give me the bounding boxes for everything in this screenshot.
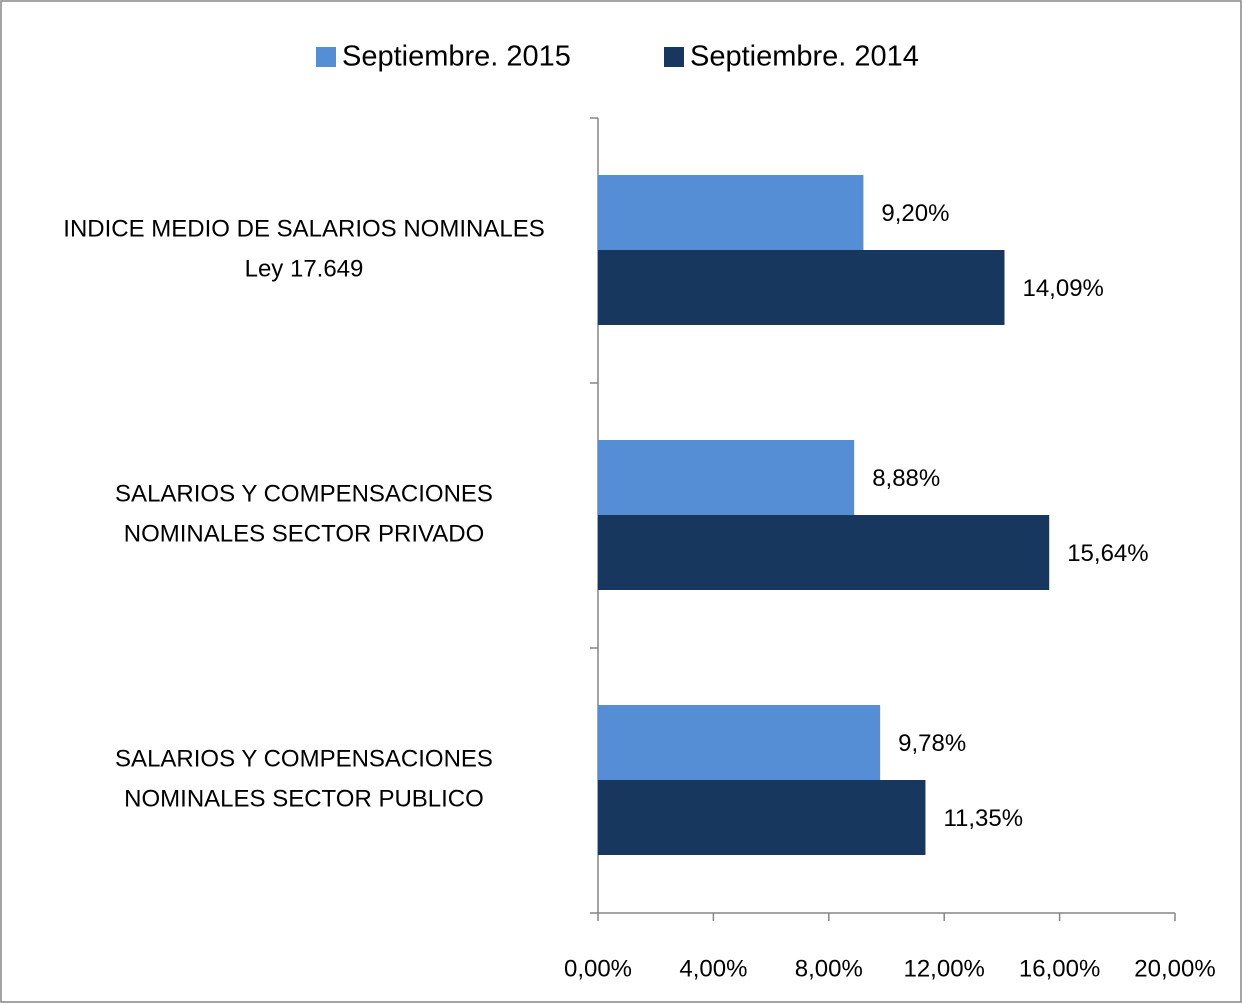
bar bbox=[598, 175, 864, 250]
legend-swatch bbox=[316, 47, 336, 67]
category-label-line: NOMINALES SECTOR PRIVADO bbox=[124, 521, 485, 548]
category-label-line: SALARIOS Y COMPENSACIONES bbox=[115, 481, 493, 508]
bar bbox=[598, 440, 855, 515]
x-tick-label: 8,00% bbox=[795, 955, 863, 982]
category-label: SALARIOS Y COMPENSACIONES NOMINALES SECTO… bbox=[115, 746, 493, 813]
category-label: SALARIOS Y COMPENSACIONES NOMINALES SECTO… bbox=[115, 481, 493, 548]
x-tick-label: 4,00% bbox=[679, 955, 747, 982]
value-label: 9,78% bbox=[898, 730, 966, 757]
value-label: 14,09% bbox=[1022, 275, 1103, 302]
category-label-line: Ley 17.649 bbox=[245, 256, 364, 283]
category-label-line: NOMINALES SECTOR PUBLICO bbox=[124, 786, 484, 813]
value-label: 8,88% bbox=[872, 465, 940, 492]
x-tick-label: 16,00% bbox=[1019, 955, 1100, 982]
bar bbox=[598, 705, 881, 780]
x-tick-label: 12,00% bbox=[903, 955, 984, 982]
legend-label: Septiembre. 2015 bbox=[342, 41, 571, 73]
legend-swatch bbox=[664, 47, 684, 67]
x-tick-label: 0,00% bbox=[564, 955, 632, 982]
bar bbox=[598, 780, 926, 855]
bar bbox=[598, 250, 1005, 325]
category-label-line: INDICE MEDIO DE SALARIOS NOMINALES bbox=[63, 216, 544, 243]
value-label: 15,64% bbox=[1067, 540, 1148, 567]
value-label: 11,35% bbox=[943, 805, 1023, 832]
legend-label: Septiembre. 2014 bbox=[690, 41, 919, 73]
category-label-line: SALARIOS Y COMPENSACIONES bbox=[115, 746, 493, 773]
x-tick-label: 20,00% bbox=[1134, 955, 1215, 982]
value-label: 9,20% bbox=[881, 200, 949, 227]
category-label: INDICE MEDIO DE SALARIOS NOMINALES Ley 17… bbox=[63, 216, 544, 283]
bar bbox=[598, 515, 1050, 590]
